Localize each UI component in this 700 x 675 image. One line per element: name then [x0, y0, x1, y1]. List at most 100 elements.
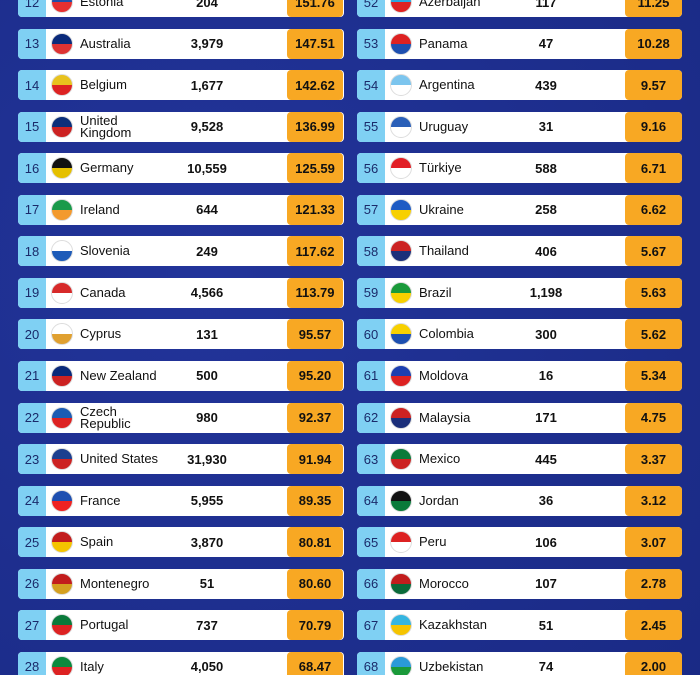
flag-icon: [51, 115, 73, 138]
rank: 63: [357, 444, 385, 475]
count: 51: [199, 576, 215, 592]
flag-icon: [51, 32, 73, 55]
count: 31: [538, 119, 554, 135]
table-row: 60 Colombia 300 5.62: [357, 319, 682, 350]
count: 51: [538, 617, 554, 633]
score: 3.12: [625, 485, 682, 516]
flag-icon: [390, 74, 412, 97]
score: 92.37: [287, 402, 343, 433]
flag-icon: [390, 157, 412, 180]
rank: 28: [18, 651, 46, 675]
table-row: 27 Portugal 737 70.79: [18, 610, 344, 641]
flag-icon: [51, 406, 73, 429]
table-row: 12 Estonia 204 151.76: [18, 0, 344, 17]
score: 95.20: [287, 360, 343, 391]
count: 171: [535, 410, 557, 425]
score: 68.47: [287, 651, 343, 675]
table-row: 23 United States 31,930 91.94: [18, 444, 344, 475]
rank: 19: [18, 277, 46, 308]
country-name: Belgium: [80, 77, 127, 93]
flag-icon: [390, 32, 412, 55]
table-row: 66 Morocco 107 2.78: [357, 568, 682, 599]
rank: 57: [357, 194, 385, 225]
country-name: Panama: [419, 35, 468, 51]
country-name: Uruguay: [419, 118, 469, 134]
rank: 52: [357, 0, 385, 17]
country-name: Ireland: [80, 201, 120, 217]
country-name: Moldova: [419, 367, 469, 383]
score: 125.59: [287, 153, 343, 184]
rank: 59: [357, 277, 385, 308]
count: 1,677: [190, 77, 224, 93]
flag-icon: [390, 240, 412, 263]
count: 249: [196, 243, 218, 259]
score: 121.33: [287, 194, 343, 225]
count: 3,979: [190, 36, 224, 52]
rank: 24: [18, 485, 46, 516]
table-row: 28 Italy 4,050 68.47: [18, 651, 344, 675]
rank: 55: [357, 111, 385, 142]
score: 147.51: [287, 28, 343, 59]
count: 3,870: [190, 534, 224, 550]
country-name: Brazil: [419, 284, 452, 300]
country-name: United Kingdom: [80, 112, 132, 140]
score: 5.62: [625, 319, 682, 350]
score: 11.25: [625, 0, 682, 17]
score: 6.62: [625, 194, 682, 225]
country-name: Thailand: [419, 243, 469, 259]
table-row: 18 Slovenia 249 117.62: [18, 236, 344, 267]
flag-icon: [51, 489, 73, 512]
flag-icon: [390, 281, 412, 304]
country-name: Australia: [80, 35, 131, 51]
table-row: 22 Czech Republic 980 92.37: [18, 402, 344, 433]
country-name: Colombia: [419, 326, 474, 342]
table-row: 26 Montenegro 51 80.60: [18, 568, 344, 599]
rank: 26: [18, 568, 46, 599]
rank: 60: [357, 319, 385, 350]
rank: 53: [357, 28, 385, 59]
count: 500: [196, 368, 218, 384]
country-name: Italy: [80, 658, 104, 674]
rank: 25: [18, 527, 46, 558]
flag-icon: [390, 323, 412, 346]
country-name: Malaysia: [419, 409, 471, 425]
score: 113.79: [287, 277, 343, 308]
score: 5.63: [625, 277, 682, 308]
table-row: 54 Argentina 439 9.57: [357, 70, 682, 101]
score: 2.00: [625, 651, 682, 675]
flag-icon: [390, 531, 412, 554]
rank: 17: [18, 194, 46, 225]
table-row: 20 Cyprus 131 95.57: [18, 319, 344, 350]
flag-icon: [51, 323, 73, 346]
country-name: Spain: [80, 534, 114, 550]
score: 91.94: [287, 444, 343, 475]
rank: 20: [18, 319, 46, 350]
table-row: 62 Malaysia 171 4.75: [357, 402, 682, 433]
table-row: 64 Jordan 36 3.12: [357, 485, 682, 516]
count: 644: [196, 202, 218, 218]
rank: 16: [18, 153, 46, 184]
count: 117: [535, 0, 557, 10]
count: 588: [535, 160, 557, 176]
score: 9.57: [625, 70, 682, 101]
flag-icon: [51, 364, 73, 387]
country-name: Türkiye: [419, 160, 462, 176]
rank: 15: [18, 111, 46, 142]
flag-icon: [51, 240, 73, 263]
table-row: 15 United Kingdom 9,528 136.99: [18, 111, 344, 142]
country-name: France: [80, 492, 121, 508]
score: 117.62: [287, 236, 343, 267]
rank: 65: [357, 527, 385, 558]
rank: 21: [18, 360, 46, 391]
count: 106: [535, 534, 557, 550]
rank: 14: [18, 70, 46, 101]
country-name: Slovenia: [80, 243, 130, 259]
score: 142.62: [287, 70, 343, 101]
country-name: Jordan: [419, 492, 459, 508]
table-row: 17 Ireland 644 121.33: [18, 194, 344, 225]
flag-icon: [390, 198, 412, 221]
flag-icon: [51, 157, 73, 180]
score: 6.71: [625, 153, 682, 184]
country-name: New Zealand: [80, 367, 157, 383]
